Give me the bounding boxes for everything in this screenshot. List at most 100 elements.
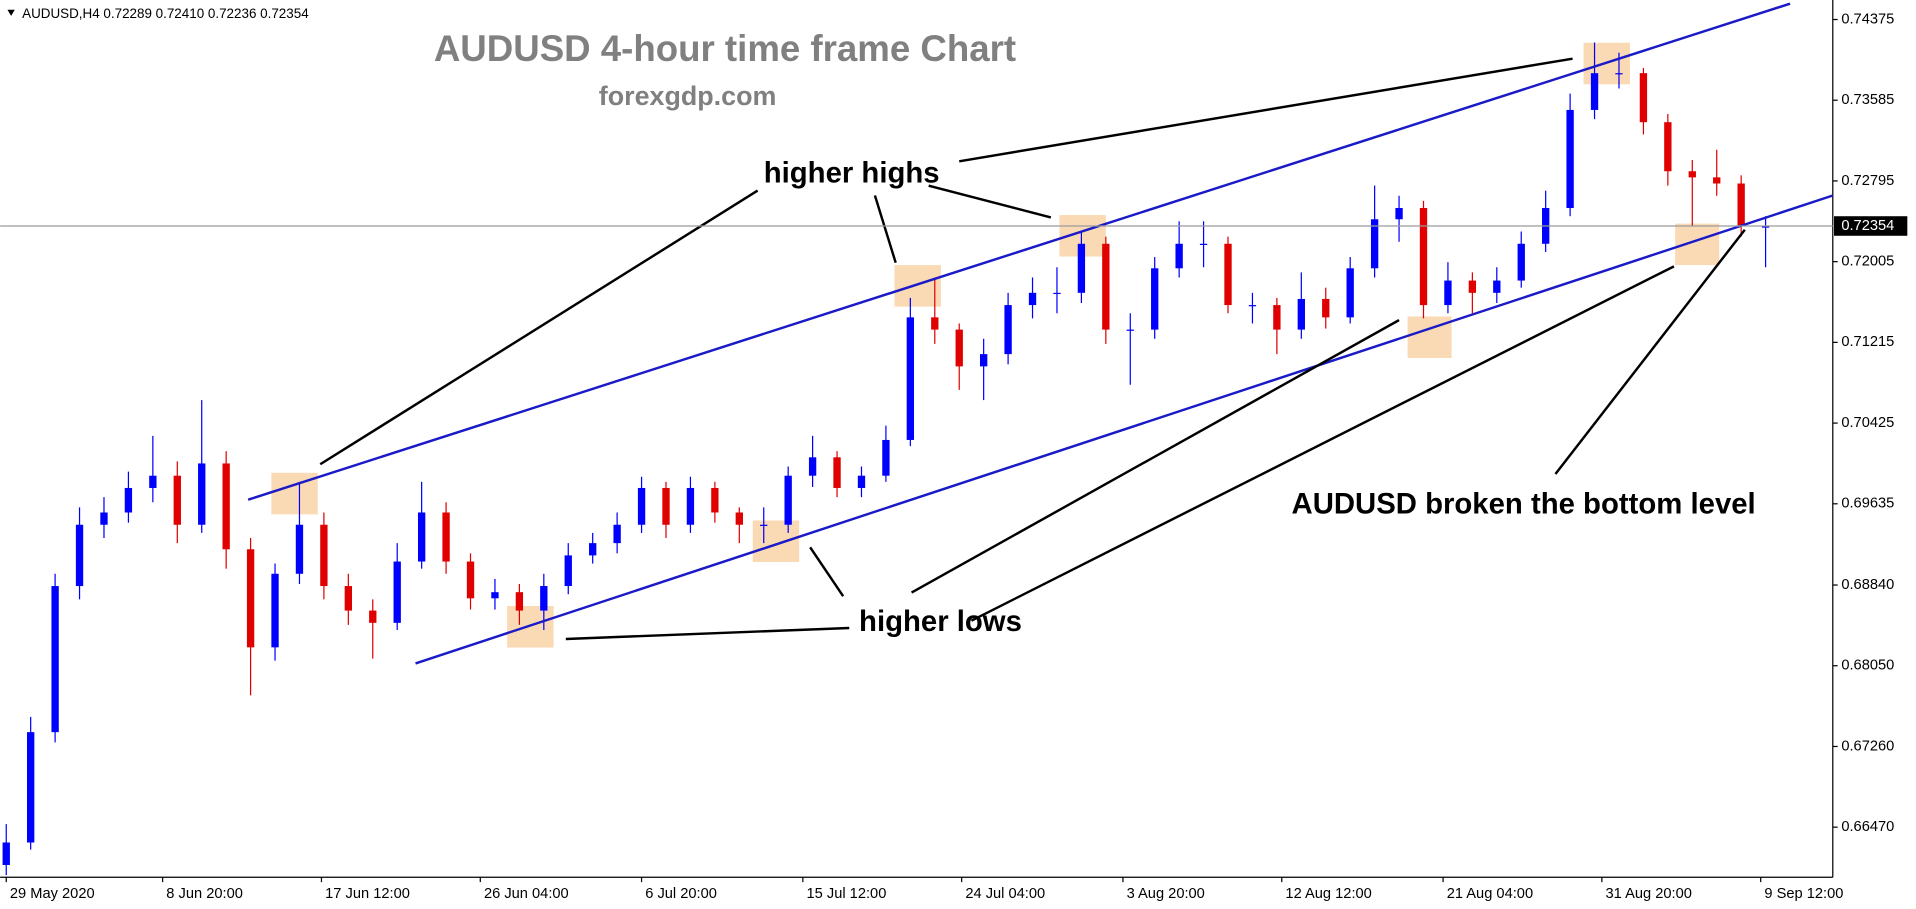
candle-body bbox=[2, 842, 10, 865]
pointer-line bbox=[319, 189, 759, 466]
last-price-box bbox=[1834, 216, 1908, 236]
y-tick-label: 0.69635 bbox=[1841, 496, 1894, 512]
candle-body bbox=[1737, 183, 1745, 227]
candle-body bbox=[564, 555, 572, 587]
pointer-line bbox=[565, 626, 850, 641]
candle-body bbox=[320, 524, 328, 587]
annotation: higher highs bbox=[764, 156, 940, 189]
x-tick-label: 26 Jun 04:00 bbox=[484, 886, 569, 902]
x-tick-label: 6 Jul 20:00 bbox=[645, 886, 717, 902]
candle-body bbox=[1493, 280, 1501, 293]
candle-body bbox=[808, 457, 817, 476]
candle-body bbox=[1126, 329, 1134, 331]
candle-body bbox=[369, 610, 377, 623]
candle-body bbox=[198, 463, 206, 525]
annotation: higher lows bbox=[859, 605, 1022, 638]
candle-body bbox=[1199, 243, 1208, 246]
candle-body bbox=[1517, 243, 1525, 281]
candle-body bbox=[295, 524, 304, 574]
candle-body bbox=[1004, 305, 1012, 355]
trend-lines bbox=[247, 2, 1834, 665]
pointer-line bbox=[809, 546, 845, 597]
candle-body bbox=[1615, 73, 1623, 75]
candle-body bbox=[1151, 268, 1159, 330]
candle-body bbox=[1713, 177, 1721, 184]
candle-body bbox=[124, 487, 133, 513]
candle-body bbox=[491, 592, 499, 599]
candle-body bbox=[246, 549, 255, 648]
x-tick-label: 3 Aug 20:00 bbox=[1127, 886, 1205, 902]
candle-body bbox=[1224, 243, 1232, 306]
x-tick-label: 21 Aug 04:00 bbox=[1447, 886, 1533, 902]
candle-body bbox=[442, 512, 450, 562]
candle-body bbox=[1419, 208, 1428, 306]
lower-trend-line bbox=[415, 194, 1834, 665]
candle-body bbox=[1322, 298, 1330, 318]
candle-body bbox=[51, 586, 59, 733]
candles bbox=[2, 42, 1770, 876]
pointer-line bbox=[959, 57, 1573, 163]
candle-body bbox=[515, 592, 524, 611]
candle-body bbox=[1248, 305, 1257, 307]
y-tick-label: 0.73585 bbox=[1841, 92, 1894, 108]
pointer-line bbox=[873, 195, 897, 264]
candle-body bbox=[1273, 305, 1281, 330]
candle-body bbox=[711, 487, 719, 513]
candle-body bbox=[784, 475, 792, 525]
candle-body bbox=[1444, 280, 1452, 306]
candle-body bbox=[1346, 268, 1354, 318]
candle-body bbox=[1566, 109, 1574, 209]
highlight-box bbox=[894, 265, 941, 307]
x-tick-label: 29 May 2020 bbox=[10, 886, 95, 902]
candle-body bbox=[906, 317, 915, 440]
y-tick-label: 0.67260 bbox=[1841, 738, 1894, 754]
candle-body bbox=[222, 463, 230, 550]
pointer-line bbox=[910, 319, 1400, 594]
x-tick-label: 24 Jul 04:00 bbox=[965, 886, 1045, 902]
candle-body bbox=[75, 524, 84, 587]
candle-body bbox=[686, 487, 695, 525]
candle-body bbox=[1664, 122, 1672, 172]
y-tick-label: 0.72795 bbox=[1841, 173, 1894, 189]
candle-body bbox=[1370, 219, 1379, 269]
highlight-box bbox=[752, 520, 800, 563]
candle-body bbox=[344, 586, 352, 611]
candle-body bbox=[393, 561, 401, 623]
header: AUDUSD,H4 0.72289 0.72410 0.72236 0.7235… bbox=[22, 6, 309, 21]
candle-body bbox=[1175, 243, 1183, 269]
pointer-line bbox=[970, 265, 1675, 622]
candle-body bbox=[662, 487, 670, 525]
candle-body bbox=[1028, 292, 1037, 306]
pointer-line bbox=[928, 184, 1052, 219]
annotation: AUDUSD broken the bottom level bbox=[1292, 488, 1756, 521]
y-tick-label: 0.74375 bbox=[1841, 11, 1894, 27]
candle-body bbox=[637, 487, 646, 525]
candle-body bbox=[1590, 73, 1599, 110]
x-tick-label: 9 Sep 12:00 bbox=[1764, 886, 1843, 902]
last-price-label: 0.72354 bbox=[1841, 218, 1894, 234]
pointer-line bbox=[1554, 228, 1746, 475]
candle-body bbox=[1761, 226, 1770, 228]
y-tick-label: 0.68840 bbox=[1841, 577, 1894, 593]
candle-body bbox=[735, 512, 743, 525]
chart-subtitle: forexgdp.com bbox=[599, 81, 777, 111]
candle-body bbox=[271, 573, 279, 648]
y-tick-label: 0.72005 bbox=[1841, 254, 1894, 270]
candle-body bbox=[955, 329, 963, 367]
candle-body bbox=[857, 475, 866, 488]
x-tick-label: 17 Jun 12:00 bbox=[325, 886, 410, 902]
candle-body bbox=[1077, 243, 1086, 293]
y-tick-label: 0.70425 bbox=[1841, 415, 1894, 431]
candle-body bbox=[882, 439, 890, 476]
candle-body bbox=[540, 586, 548, 611]
candle-body bbox=[27, 732, 35, 843]
candle-body bbox=[100, 512, 108, 525]
candle-body bbox=[589, 543, 597, 556]
candle-body bbox=[979, 354, 988, 367]
x-tick-label: 31 Aug 20:00 bbox=[1606, 886, 1692, 902]
upper-trend-line bbox=[247, 2, 1791, 501]
y-tick-label: 0.71215 bbox=[1841, 334, 1894, 350]
candle-body bbox=[760, 524, 768, 526]
